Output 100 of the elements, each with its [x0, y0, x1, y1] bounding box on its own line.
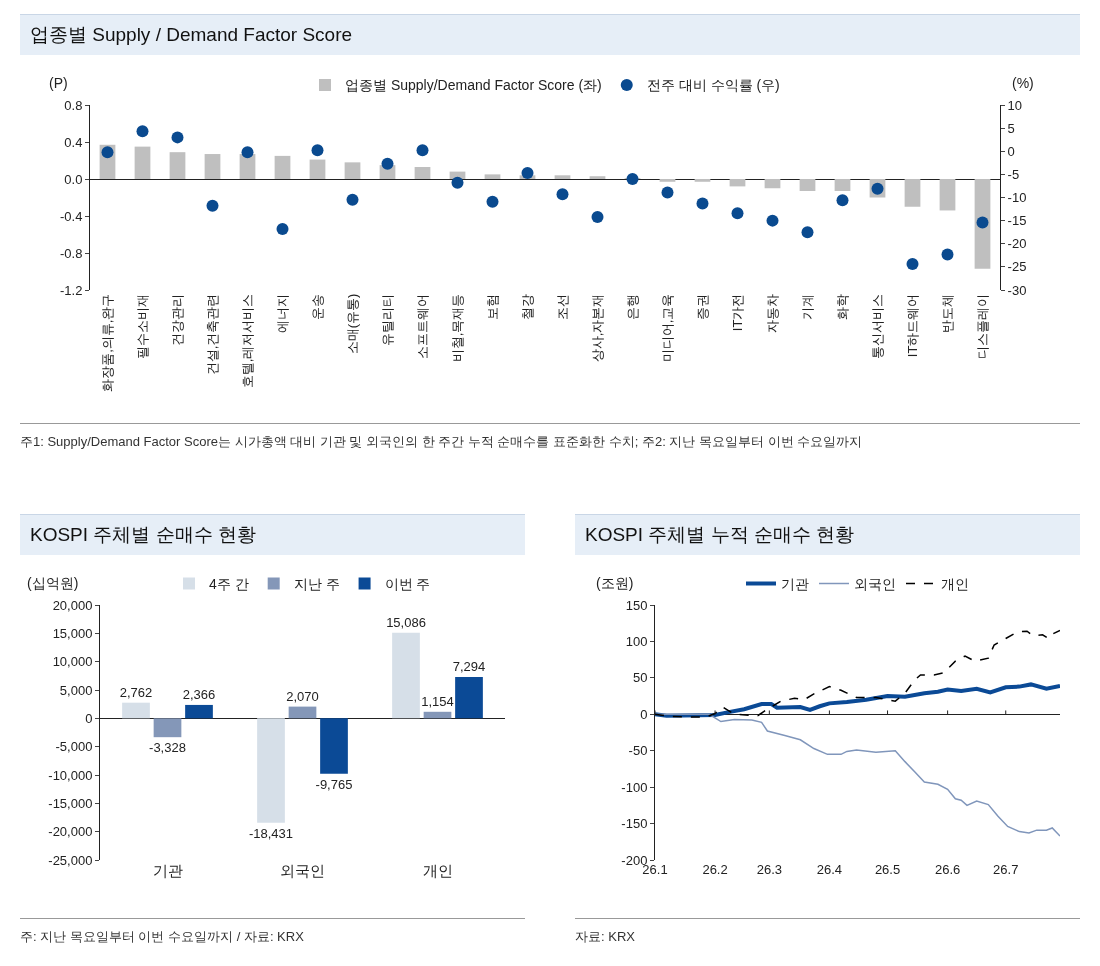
bar [169, 152, 186, 179]
x-tick-label: 26.3 [756, 862, 782, 877]
point [801, 226, 814, 239]
x-tick-label: 소프트웨어 [414, 293, 430, 359]
bar [939, 179, 956, 211]
x-tick-label: 상사,자본재 [589, 293, 605, 363]
x-tick-label: 화장품,의류,완구 [99, 293, 115, 392]
x-tick-label: 미디어,교육 [659, 293, 675, 363]
x-tick-label: 자동차 [764, 293, 780, 333]
legend-label: 이번 주 [384, 575, 431, 592]
y-axis-title: (조원) [596, 575, 634, 591]
x-tick-label: 보험 [484, 293, 500, 320]
point [381, 157, 394, 170]
y-tick-label: -50 [628, 743, 648, 759]
x-tick-label: 26.4 [816, 862, 843, 877]
x-tick-label: 에너지 [274, 293, 290, 333]
point [836, 194, 849, 207]
point [661, 186, 674, 199]
x-tick-label: 소매(유통) [344, 293, 360, 355]
x-tick-label: 은행 [624, 293, 640, 320]
bar [764, 179, 781, 189]
y-tick-label: 15,000 [52, 625, 93, 641]
x-tick-label: 26.6 [934, 862, 961, 877]
chart-title: 업종별 Supply / Demand Factor Score [20, 14, 1080, 55]
y-tick-label: -0.4 [59, 208, 83, 224]
point [206, 199, 219, 212]
data-label: 7,294 [452, 659, 486, 674]
y2-tick-label: 0 [1007, 143, 1015, 159]
bar [904, 179, 921, 207]
chart-title: KOSPI 주체별 순매수 현황 [20, 514, 525, 555]
bar [392, 632, 420, 719]
y-tick-label: -20,000 [48, 824, 93, 840]
bar [799, 179, 816, 192]
data-label: -3,328 [149, 740, 186, 756]
x-tick-label: 철강 [519, 293, 535, 320]
x-tick-label: 호텔,레저서비스 [239, 293, 255, 389]
legend-label: 전주 대비 수익률 (우) [646, 77, 780, 94]
y-tick-label: 20,000 [52, 597, 93, 613]
bar [554, 175, 571, 179]
bar [589, 176, 606, 179]
y2-tick-label: -15 [1007, 213, 1027, 229]
data-label: 15,086 [386, 614, 426, 630]
x-tick-label: 26.2 [702, 862, 728, 877]
x-tick-label: 26.7 [993, 862, 1019, 877]
bar [134, 146, 151, 179]
point [521, 166, 534, 179]
y2-tick-label: 10 [1007, 97, 1023, 113]
x-tick-label: 통신서비스 [869, 293, 885, 359]
legend-label: 지난 주 [293, 575, 340, 592]
x-tick-label: 증권 [694, 293, 710, 320]
data-label: 2,762 [119, 684, 153, 700]
x-tick-label: 유틸리티 [379, 293, 395, 346]
y2-tick-label: -5 [1007, 166, 1020, 182]
text: 주1: Supply/Demand Factor Score는 시가총액 대비 기관 및 외국인의 한 주간 누적 순매수를 표준화한 수치; 주2: 지난 목요일부터 이번 수요일까지 [20, 423, 1080, 452]
line-series [655, 629, 1060, 718]
y2-tick-label: -20 [1007, 236, 1027, 252]
x-tick-label: 기관 [152, 862, 183, 879]
point [311, 144, 324, 157]
x-tick-label: 필수소비재 [134, 293, 150, 359]
point [416, 144, 429, 157]
y-tick-label: 5,000 [59, 682, 93, 698]
bar [834, 179, 851, 192]
x-tick-label: 외국인 [280, 862, 325, 879]
x-tick-label: 기계 [799, 293, 815, 320]
x-tick-label: 건강관리 [169, 293, 185, 346]
x-tick-label: 반도체 [939, 293, 955, 333]
y-tick-label: 100 [625, 633, 648, 649]
bar [288, 706, 317, 719]
point [941, 248, 954, 261]
bar [344, 162, 361, 179]
bar [122, 702, 150, 719]
x-tick-label: IT하드웨어 [904, 293, 920, 358]
legend-label: 기관 [781, 575, 809, 592]
line-series [655, 682, 1060, 718]
y-tick-label: -0.8 [59, 245, 83, 261]
y-tick-label: 0 [85, 710, 93, 726]
point [486, 195, 499, 208]
y2-tick-label: 5 [1007, 120, 1015, 136]
bar [455, 677, 483, 719]
y-axis-title: (십억원) [27, 575, 79, 591]
point [556, 188, 569, 201]
bar [694, 179, 711, 182]
y-tick-label: -1.2 [59, 282, 83, 298]
x-tick-label: 개인 [422, 862, 453, 879]
chart-title: KOSPI 주체별 누적 순매수 현황 [575, 514, 1080, 555]
bar [729, 179, 746, 187]
y2-tick-label: -10 [1007, 190, 1027, 206]
bar [320, 718, 348, 774]
y2-tick-label: -25 [1007, 259, 1027, 275]
point [101, 146, 114, 159]
x-tick-label: 운송 [309, 293, 325, 320]
x-tick-label: 조선 [554, 293, 570, 320]
x-tick-label: 디스플레이 [974, 293, 990, 359]
legend-label: 4주 간 [209, 575, 249, 592]
bar [185, 704, 213, 719]
bar [974, 179, 991, 269]
point [766, 214, 779, 227]
point [731, 207, 744, 220]
point [906, 258, 919, 271]
point [136, 125, 149, 138]
